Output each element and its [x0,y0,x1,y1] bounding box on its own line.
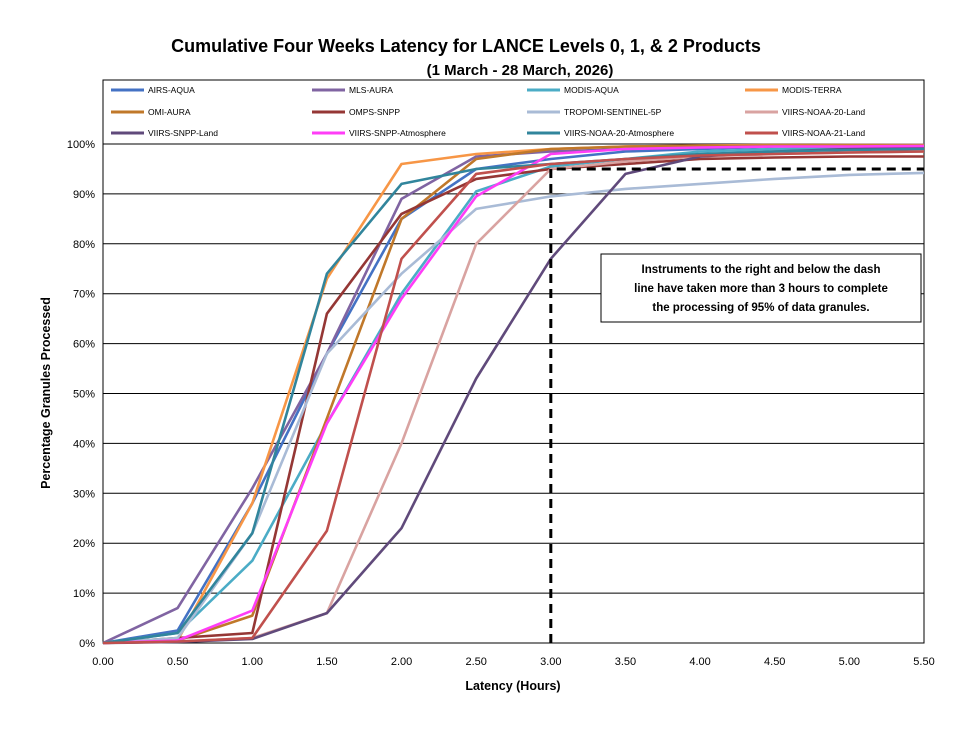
threshold-line [549,167,924,643]
y-tick-label: 70% [73,289,95,301]
series-line [102,144,925,645]
x-tick-label: 3.00 [540,656,561,668]
x-tick-label: 4.00 [689,656,710,668]
y-tick-label: 50% [73,389,95,401]
legend-label: VIIRS-SNPP-Atmosphere [349,128,446,138]
plot-frame [102,79,925,644]
chart-title: Cumulative Four Weeks Latency for LANCE … [171,36,761,56]
y-tick-label: 100% [67,139,95,151]
x-tick-label: 4.50 [764,656,785,668]
legend-label: OMPS-SNPP [349,107,400,117]
y-tick-label: 0% [79,638,95,650]
y-tick-label: 20% [73,538,95,550]
gridlines [103,143,924,594]
legend: AIRS-AQUA MLS-AURA MODIS-AQUA MODIS-TERRA OM… [111,85,865,138]
legend-label: MLS-AURA [349,85,393,95]
threshold-dashed-line [549,167,924,643]
x-tick-label: 3.50 [615,656,636,668]
y-tick-label: 60% [73,339,95,351]
annotation-line-1: Instruments to the right and below the d… [642,264,881,276]
series-line [102,146,925,645]
x-tick-label: 2.00 [391,656,412,668]
x-tick-label: 5.00 [839,656,860,668]
series-line [102,147,925,645]
series-line [102,150,925,645]
y-tick-label: 40% [73,438,95,450]
legend-label: OMI-AURA [148,107,191,117]
y-tick-label: 80% [73,239,95,251]
series-lines [102,143,925,645]
y-axis-label: Percentage Granules Processed [39,297,53,489]
y-tick-labels: 0% 10% 20% 30% 40% 50% 60% 70% 80% 90% 100% [67,139,95,650]
legend-label: VIIRS-SNPP-Land [148,128,218,138]
annotation-line-3: the processing of 95% of data granules. [652,302,869,314]
legend-label: MODIS-AQUA [564,85,619,95]
annotation-box: Instruments to the right and below the d… [600,253,922,323]
legend-label: MODIS-TERRA [782,85,842,95]
annotation-line-2: line have taken more than 3 hours to com… [634,283,888,295]
legend-label: TROPOMI-SENTINEL-5P [564,107,662,117]
legend-label: VIIRS-NOAA-21-Land [782,128,865,138]
x-tick-label: 5.50 [913,656,934,668]
y-tick-label: 90% [73,189,95,201]
y-tick-label: 10% [73,588,95,600]
x-tick-label: 2.50 [465,656,486,668]
x-axis-label: Latency (Hours) [465,679,560,693]
legend-label: AIRS-AQUA [148,85,195,95]
legend-label: VIIRS-NOAA-20-Atmosphere [564,128,674,138]
y-tick-label: 30% [73,488,95,500]
legend-label: VIIRS-NOAA-20-Land [782,107,865,117]
x-tick-label: 0.00 [92,656,113,668]
x-tick-label: 1.00 [242,656,263,668]
x-tick-label: 0.50 [167,656,188,668]
x-tick-labels: 0.00 0.50 1.00 1.50 2.00 2.50 3.00 3.50 4.00 4.50… [92,656,934,668]
chart-subtitle: (1 March - 28 March, 2026) [427,62,614,79]
x-tick-label: 1.50 [316,656,337,668]
